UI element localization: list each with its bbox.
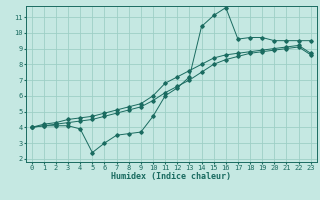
X-axis label: Humidex (Indice chaleur): Humidex (Indice chaleur) bbox=[111, 172, 231, 181]
